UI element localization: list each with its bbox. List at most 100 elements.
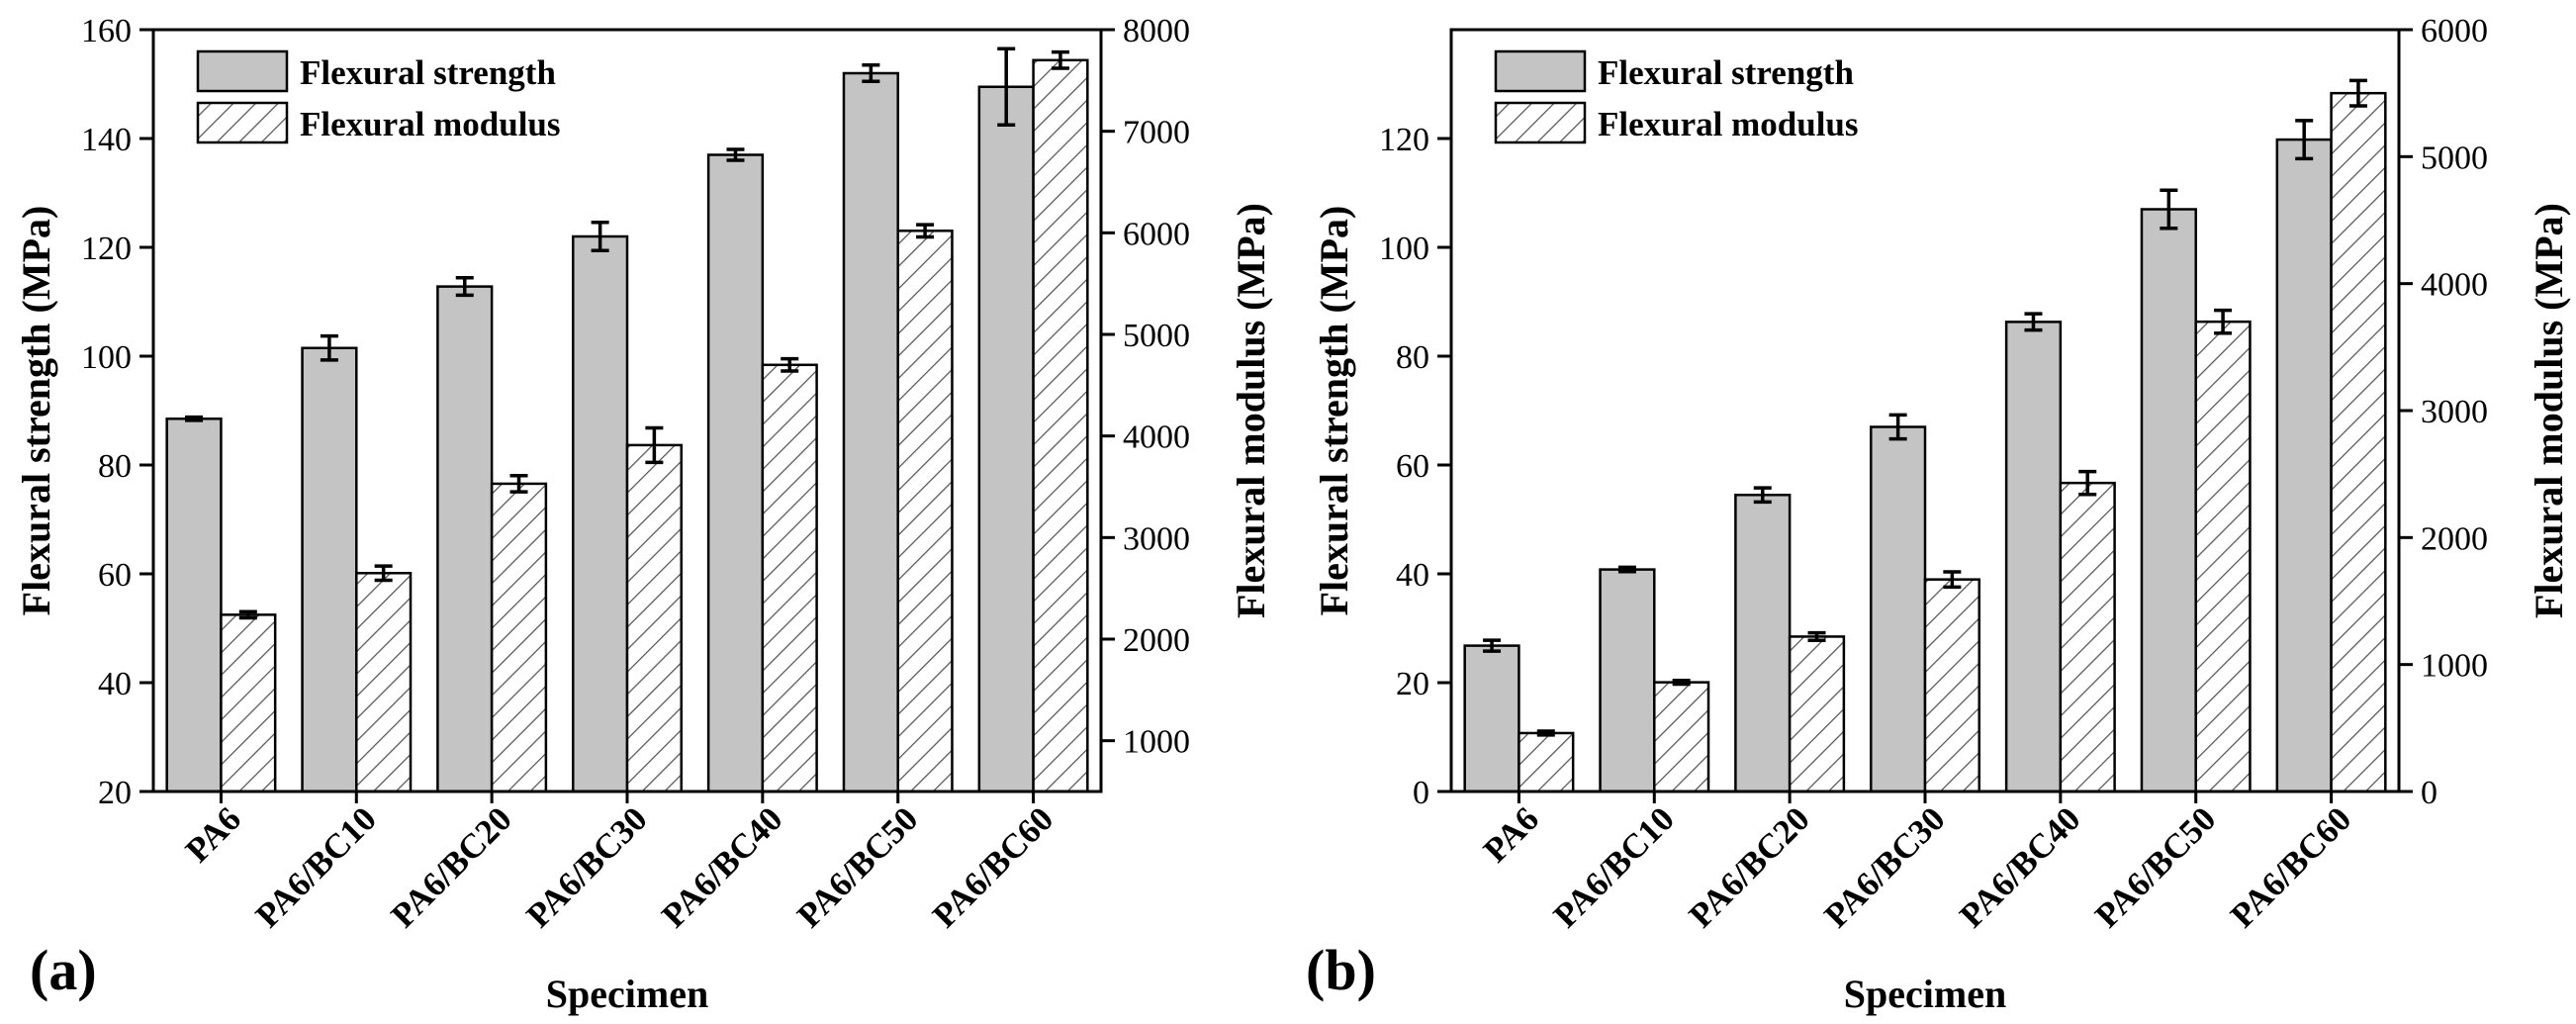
left-tick-label: 60 xyxy=(1396,448,1429,485)
category-label: PA6/BC10 xyxy=(1546,799,1682,935)
strength-bar-6 xyxy=(2275,138,2333,793)
legend-label-modulus: Flexural modulus xyxy=(300,105,561,143)
category-label: PA6/BC40 xyxy=(654,799,789,935)
modulus-bar-0 xyxy=(220,613,277,793)
left-tick-label: 160 xyxy=(81,13,132,49)
category-label: PA6/BC30 xyxy=(519,799,655,935)
strength-error-3 xyxy=(591,220,609,253)
strength-error-1 xyxy=(320,333,338,362)
modulus-bar-0 xyxy=(1518,731,1575,793)
strength-bar-6 xyxy=(977,85,1035,793)
modulus-error-5 xyxy=(916,223,935,239)
legend-label-strength: Flexural strength xyxy=(300,53,556,92)
left-tick-label: 0 xyxy=(1413,775,1429,811)
modulus-error-1 xyxy=(374,564,393,583)
legend-label-modulus: Flexural modulus xyxy=(1598,105,1859,143)
panel-label: (b) xyxy=(1306,938,1376,1002)
strength-error-2 xyxy=(1753,486,1772,505)
left-tick-label: 20 xyxy=(98,775,132,811)
legend-swatch-modulus xyxy=(1494,101,1587,144)
category-label: PA6/BC40 xyxy=(1952,799,2087,935)
strength-bar-4 xyxy=(2004,321,2063,793)
strength-bar-0 xyxy=(1463,644,1520,793)
modulus-error-6 xyxy=(1051,49,1069,70)
left-tick-label: 80 xyxy=(1396,339,1429,376)
legend-swatch-strength xyxy=(1494,49,1587,93)
modulus-error-5 xyxy=(2214,308,2233,335)
right-tick-label: 1000 xyxy=(2421,648,2488,685)
legend: Flexural strength Flexural modulus xyxy=(196,49,561,144)
panel-label: (a) xyxy=(30,938,97,1002)
right-tick-label: 8000 xyxy=(1123,13,1190,49)
right-tick-label: 5000 xyxy=(1123,318,1190,354)
modulus-bar-4 xyxy=(2059,481,2116,793)
modulus-error-2 xyxy=(509,473,528,494)
right-tick-label: 2000 xyxy=(1123,622,1190,659)
strength-error-0 xyxy=(185,415,204,422)
category-label: PA6/BC10 xyxy=(248,799,384,935)
left-tick-label: 40 xyxy=(1396,557,1429,594)
right-tick-label: 3000 xyxy=(1123,520,1190,557)
strength-error-2 xyxy=(455,276,474,298)
category-label: PA6 xyxy=(1476,799,1546,870)
left-tick-label: 40 xyxy=(98,666,132,702)
legend: Flexural strength Flexural modulus xyxy=(1494,49,1859,144)
strength-bar-4 xyxy=(706,153,765,793)
strength-bar-5 xyxy=(842,71,899,793)
modulus-error-2 xyxy=(1807,630,1826,643)
modulus-bar-1 xyxy=(1653,681,1710,793)
modulus-bar-5 xyxy=(896,230,954,793)
category-label: PA6/BC50 xyxy=(2087,799,2223,935)
y-axis-title-left: Flexural strength (MPa) xyxy=(1312,206,1356,616)
strength-error-5 xyxy=(862,63,880,83)
legend-label-strength: Flexural strength xyxy=(1598,53,1854,92)
modulus-error-4 xyxy=(2078,469,2097,497)
strength-bar-1 xyxy=(1599,568,1656,793)
modulus-error-3 xyxy=(1943,570,1962,590)
legend-swatch-modulus xyxy=(196,101,289,144)
left-tick-label: 120 xyxy=(81,231,132,267)
panel-a-chart: 20 40 60 80 100 120 140 160 1000 2000 3000 4000 5000… xyxy=(14,13,1273,1016)
modulus-error-0 xyxy=(238,609,257,620)
left-tick-label: 100 xyxy=(1379,231,1429,267)
y-axis-title-right: Flexural modulus (MPa) xyxy=(2527,203,2571,618)
left-tick-label: 20 xyxy=(1396,666,1429,702)
category-label: PA6/BC60 xyxy=(2223,799,2358,935)
category-label: PA6/BC30 xyxy=(1817,799,1953,935)
panel-b-chart: 0 20 40 60 80 100 120 0 1000 2000 3000 4000 5000 6000… xyxy=(1306,13,2571,1016)
right-tick-label: 6000 xyxy=(1123,216,1190,252)
right-tick-label: 2000 xyxy=(2421,520,2488,557)
strength-error-1 xyxy=(1617,565,1636,574)
strength-error-5 xyxy=(2160,188,2178,231)
strength-bar-3 xyxy=(572,234,629,793)
category-label: PA6/BC60 xyxy=(925,799,1060,935)
modulus-bar-2 xyxy=(490,482,548,793)
strength-error-6 xyxy=(997,47,1016,127)
strength-bar-3 xyxy=(1870,425,1927,793)
left-tick-label: 120 xyxy=(1379,122,1429,158)
x-axis-title: Specimen xyxy=(546,972,708,1016)
left-tick-label: 100 xyxy=(81,339,132,376)
strength-bar-0 xyxy=(165,418,223,793)
modulus-bar-6 xyxy=(2330,91,2387,793)
strength-bar-2 xyxy=(1734,494,1792,793)
category-label: PA6/BC50 xyxy=(789,799,925,935)
modulus-bar-6 xyxy=(1032,58,1089,793)
modulus-bar-1 xyxy=(355,572,413,793)
strength-bar-5 xyxy=(2140,208,2197,793)
strength-error-4 xyxy=(726,147,745,162)
modulus-bar-2 xyxy=(1788,635,1846,793)
modulus-bar-3 xyxy=(1923,578,1980,793)
strength-error-0 xyxy=(1483,638,1502,653)
category-label: PA6/BC20 xyxy=(384,799,519,935)
modulus-error-3 xyxy=(645,425,664,465)
modulus-error-0 xyxy=(1536,729,1555,737)
category-label: PA6 xyxy=(178,799,248,870)
strength-error-4 xyxy=(2024,312,2043,332)
left-tick-label: 80 xyxy=(98,448,132,485)
legend-swatch-strength xyxy=(196,49,289,93)
left-tick-label: 60 xyxy=(98,557,132,594)
category-label: PA6/BC20 xyxy=(1682,799,1817,935)
modulus-error-6 xyxy=(2348,78,2367,108)
